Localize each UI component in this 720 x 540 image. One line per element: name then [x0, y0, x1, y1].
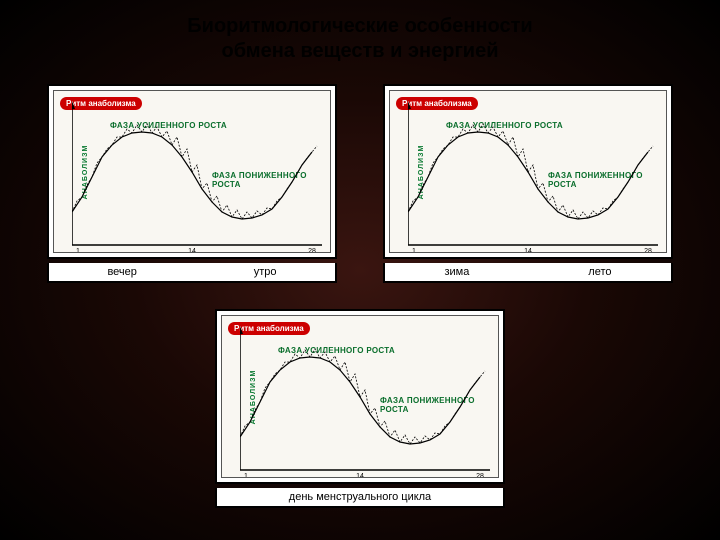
x-label: лето: [588, 266, 611, 278]
plot-svg: 1 14 28: [72, 97, 330, 253]
chart-inner: Ритм анаболизма АНАБОЛИЗМ ФАЗА УСИЛЕННОГ…: [221, 315, 499, 478]
svg-text:1: 1: [412, 248, 416, 253]
bottom-row: Ритм анаболизма АНАБОЛИЗМ ФАЗА УСИЛЕННОГ…: [0, 309, 720, 508]
title-line-2: обмена веществ и энергией: [0, 39, 720, 64]
page-title: Биоритмологические особенности обмена ве…: [0, 0, 720, 64]
svg-text:28: 28: [644, 248, 652, 253]
svg-text:28: 28: [476, 473, 484, 478]
chart-box: Ритм анаболизма АНАБОЛИЗМ ФАЗА УСИЛЕННОГ…: [383, 84, 673, 259]
panel-menstrual-cycle: Ритм анаболизма АНАБОЛИЗМ ФАЗА УСИЛЕННОГ…: [215, 309, 505, 508]
svg-text:1: 1: [76, 248, 80, 253]
svg-text:14: 14: [356, 473, 364, 478]
plot-svg: 1 14 28: [240, 322, 498, 478]
chart-box: Ритм анаболизма АНАБОЛИЗМ ФАЗА УСИЛЕННОГ…: [47, 84, 337, 259]
x-label: вечер: [107, 266, 136, 278]
panel-evening-morning: Ритм анаболизма АНАБОЛИЗМ ФАЗА УСИЛЕННОГ…: [47, 84, 337, 283]
svg-text:14: 14: [524, 248, 532, 253]
svg-text:28: 28: [308, 248, 316, 253]
panel-winter-summer: Ритм анаболизма АНАБОЛИЗМ ФАЗА УСИЛЕННОГ…: [383, 84, 673, 283]
x-axis-caption: день менструального цикла: [215, 488, 505, 508]
svg-text:14: 14: [188, 248, 196, 253]
chart-box: Ритм анаболизма АНАБОЛИЗМ ФАЗА УСИЛЕННОГ…: [215, 309, 505, 484]
plot-svg: 1 14 28: [408, 97, 666, 253]
chart-inner: Ритм анаболизма АНАБОЛИЗМ ФАЗА УСИЛЕННОГ…: [53, 90, 331, 253]
x-label: утро: [254, 266, 277, 278]
x-label: зима: [444, 266, 469, 278]
svg-text:1: 1: [244, 473, 248, 478]
x-axis-caption: зима лето: [383, 263, 673, 283]
title-line-1: Биоритмологические особенности: [0, 14, 720, 39]
top-row: Ритм анаболизма АНАБОЛИЗМ ФАЗА УСИЛЕННОГ…: [0, 84, 720, 283]
chart-inner: Ритм анаболизма АНАБОЛИЗМ ФАЗА УСИЛЕННОГ…: [389, 90, 667, 253]
x-axis-caption: вечер утро: [47, 263, 337, 283]
